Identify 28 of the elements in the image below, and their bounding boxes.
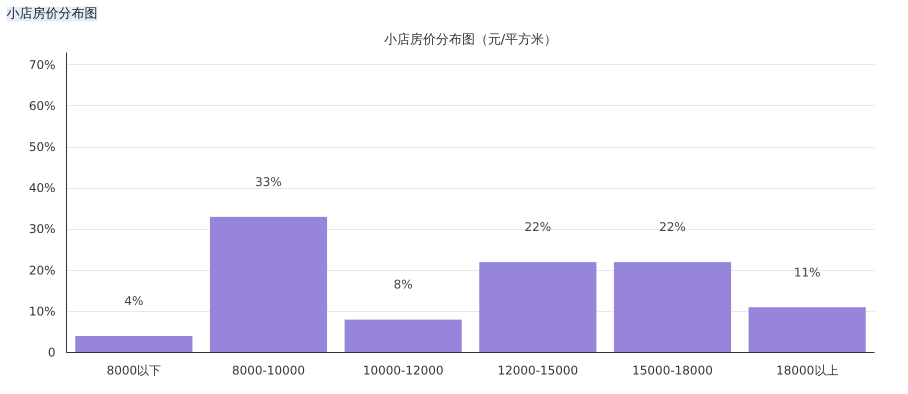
x-tick-label: 18000以上: [776, 364, 838, 378]
bar: [748, 307, 866, 352]
x-tick-label: 8000-10000: [232, 364, 306, 378]
data-label: 8%: [394, 278, 413, 292]
x-tick-label: 8000以下: [106, 364, 162, 378]
y-tick-label: 0: [48, 346, 56, 360]
data-label: 22%: [524, 220, 552, 234]
y-tick-label: 60%: [28, 98, 56, 113]
x-tick-label: 10000-12000: [362, 364, 444, 378]
bar: [479, 262, 596, 352]
bar: [75, 336, 192, 352]
y-tick-label: 10%: [28, 304, 56, 318]
x-tick-label: 12000-15000: [497, 364, 578, 378]
data-label: 33%: [255, 174, 282, 189]
y-tick-label: 20%: [28, 263, 56, 278]
y-tick-label: 40%: [28, 181, 56, 196]
data-label: 11%: [794, 265, 821, 280]
data-label: 22%: [659, 220, 686, 234]
text: 小店房价分布图: [6, 6, 98, 22]
data-label: 4%: [124, 294, 144, 308]
bar: [614, 262, 732, 352]
chart-title: 小店房价分布图（元/平方米）: [384, 32, 558, 48]
x-tick-label: 15000-18000: [632, 364, 713, 378]
bar: [210, 216, 328, 352]
y-tick-label: 70%: [28, 58, 56, 72]
bar: [344, 320, 462, 352]
y-tick-label: 30%: [28, 222, 56, 236]
y-tick-label: 50%: [28, 140, 56, 154]
